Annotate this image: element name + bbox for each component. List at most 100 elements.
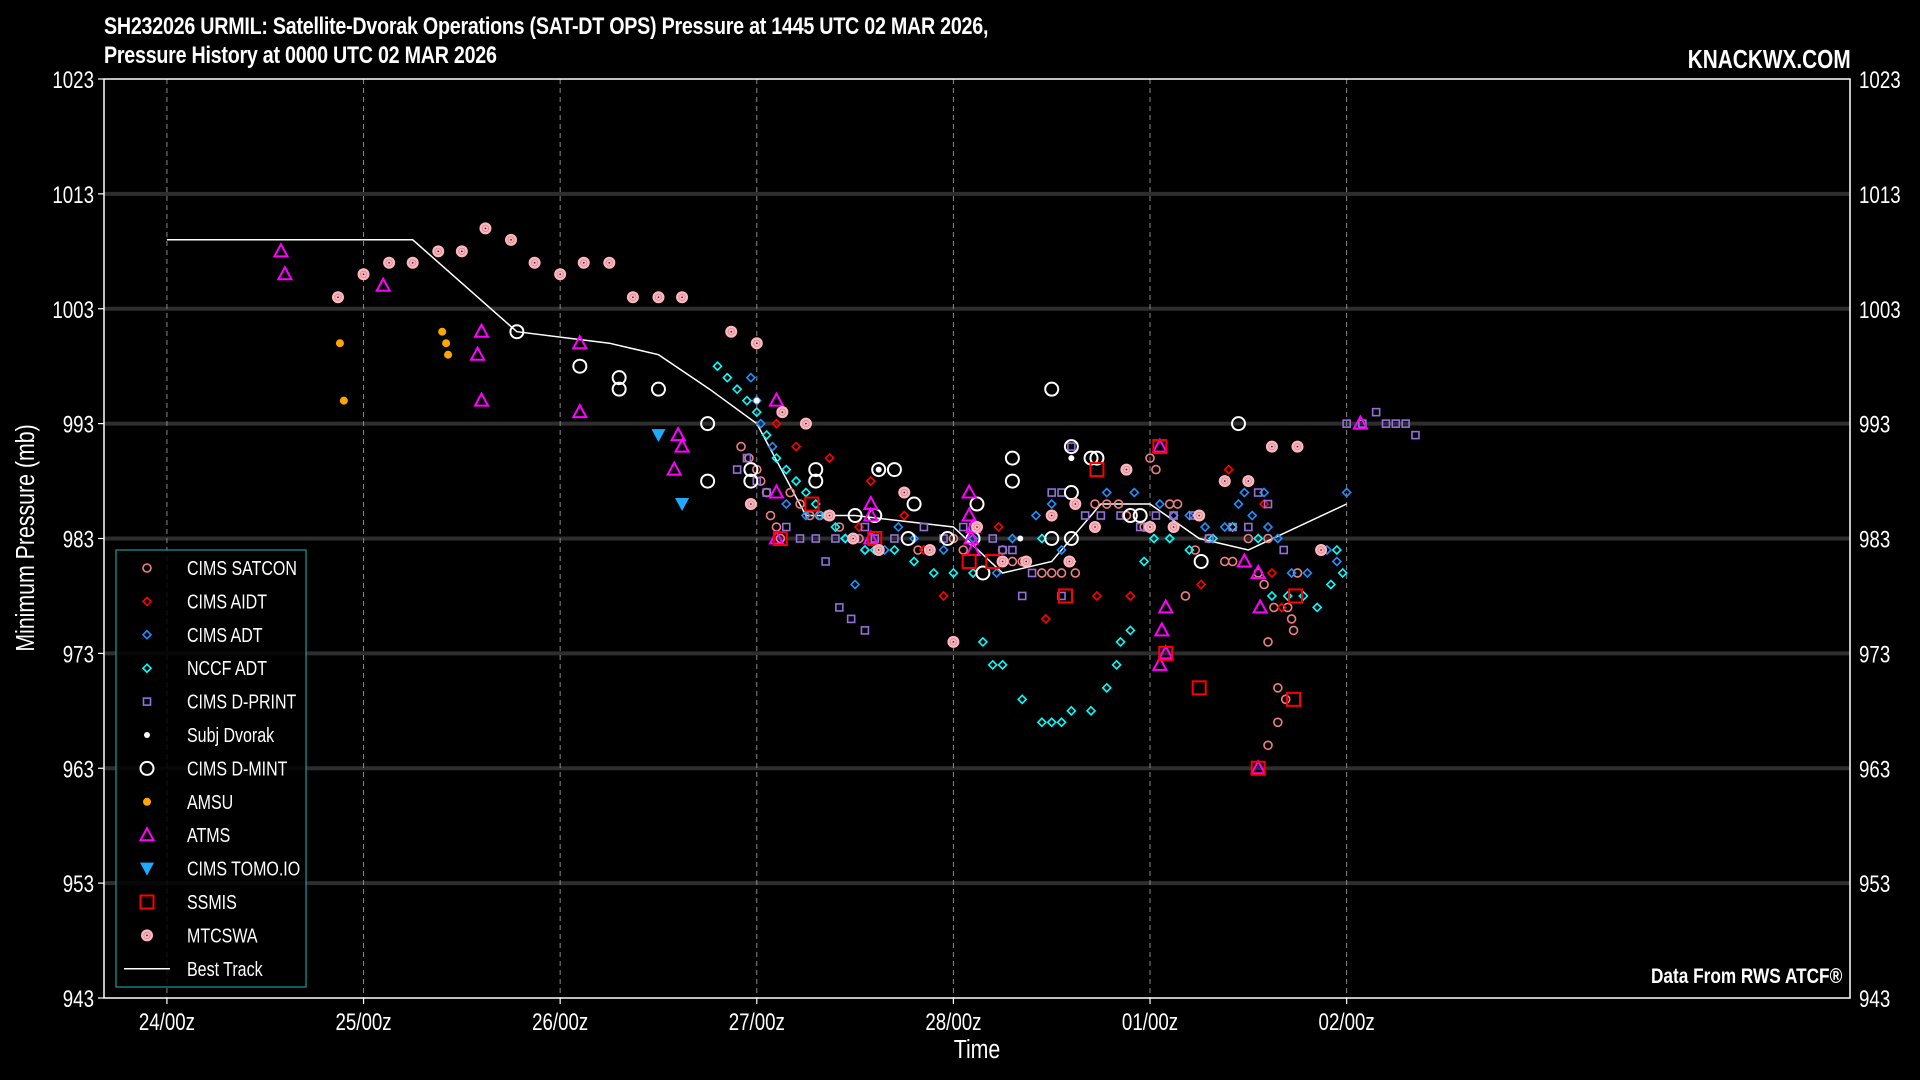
cims-tomo-io-point (675, 498, 690, 512)
marker-ring (926, 546, 934, 554)
legend-swatch-cims-d-print (142, 697, 152, 706)
nccf-adt-point (790, 475, 802, 487)
atms-point (862, 506, 880, 522)
cims-satcon-point (1007, 556, 1018, 567)
cims-d-mint-point (969, 496, 985, 512)
atms-point (1151, 437, 1169, 453)
cims-d-print-point (732, 465, 742, 474)
mtcswa-point (626, 291, 639, 304)
cims-satcon-point (834, 522, 845, 532)
marker-ring (747, 500, 755, 508)
cims-satcon-point (1263, 740, 1273, 751)
marker-center (484, 227, 487, 230)
marker-center (755, 342, 758, 345)
marker-center (388, 261, 391, 264)
amsu-point (339, 396, 348, 405)
legend-label: Subj Dvorak (187, 724, 275, 746)
cims-d-mint-point (808, 462, 824, 478)
x-tick-label: 24/00z (139, 1009, 195, 1036)
mtcswa-point (776, 406, 789, 419)
legend-swatch-mtcswa (141, 929, 153, 942)
cims-d-print-point (1204, 534, 1214, 543)
cims-satcon-point (1227, 556, 1238, 567)
ssmis-point (1250, 760, 1266, 776)
marker-ring (1122, 465, 1131, 474)
marker-ring (1317, 546, 1325, 554)
cims-d-print-point (988, 534, 998, 543)
marker-center (1223, 480, 1226, 482)
nccf-adt-point (771, 452, 782, 464)
cims-aidt-point (993, 521, 1004, 533)
atms-point (669, 426, 687, 442)
cims-d-print-point (1371, 407, 1381, 417)
mtcswa-point (1242, 475, 1255, 488)
nccf-adt-point (1331, 544, 1342, 556)
atms-point (1249, 759, 1267, 775)
mtcswa-point (898, 486, 911, 499)
cims-d-print-point (742, 453, 752, 463)
cims-d-print-point (1391, 419, 1401, 428)
nccf-adt-point (908, 556, 920, 567)
legend-label: CIMS D-MINT (187, 758, 287, 780)
marker-ring (1146, 523, 1154, 531)
mtcswa-point (603, 256, 616, 269)
marker-ring (629, 293, 637, 301)
cims-satcon-point (913, 545, 923, 555)
subj-dvorak-point (1017, 535, 1024, 542)
cims-adt-point (1272, 533, 1283, 544)
atms-point (962, 529, 980, 545)
cims-d-print-point (890, 534, 899, 543)
marker-ring (507, 236, 515, 244)
y-tick-label-right: 993 (1859, 411, 1890, 438)
nccf-adt-point (1266, 590, 1278, 602)
atms-point (1236, 552, 1253, 568)
ssmis-point (961, 553, 977, 569)
atms-point (473, 391, 490, 407)
mtcswa-point (331, 291, 344, 304)
cims-d-print-point (831, 534, 840, 543)
ssmis-point (1089, 462, 1105, 478)
legend-label: SSMIS (187, 891, 237, 913)
mtcswa-point (1069, 498, 1082, 511)
legend-swatch-cims-aidt (141, 596, 153, 607)
marker-center (460, 250, 463, 253)
mtcswa-point (432, 245, 445, 258)
brand-logo-text: KNACKWX.COM (1688, 44, 1851, 74)
cims-aidt-point (1091, 590, 1103, 602)
marker-ring (334, 293, 342, 301)
cims-d-mint-point (1089, 450, 1105, 466)
cims-d-print-point (1169, 511, 1178, 520)
cims-adt-point (781, 498, 792, 510)
atms-point (768, 483, 785, 499)
legend-label: ATMS (187, 825, 230, 847)
cims-d-print-point (1411, 430, 1420, 440)
cims-adt-point (1331, 556, 1342, 567)
legend-label: CIMS AIDT (187, 591, 267, 613)
cims-aidt-point (771, 418, 782, 429)
series-ssmis (772, 439, 1304, 776)
marker-ring (825, 511, 834, 520)
cims-adt-point (1154, 498, 1165, 510)
cims-adt-point (859, 544, 871, 556)
marker-center (582, 261, 585, 264)
nccf-adt-point (830, 521, 841, 533)
cims-d-mint-point (1193, 553, 1209, 569)
atms-point (673, 437, 691, 453)
marker-center (1068, 560, 1071, 563)
cims-satcon-point (1164, 499, 1175, 509)
atms-point (1153, 621, 1171, 637)
marker-ring (678, 293, 686, 301)
series-cims-tomo-io (651, 429, 690, 512)
x-axis-label: Time (954, 1035, 1001, 1065)
marker-center (749, 503, 752, 505)
cims-d-print-point (1381, 419, 1391, 428)
mtcswa-point (357, 268, 370, 281)
y-tick-label-right: 983 (1859, 526, 1890, 553)
atms-point (960, 483, 978, 499)
cims-d-print-point (1047, 488, 1057, 497)
mtcswa-point (971, 521, 983, 534)
atms-point (276, 265, 294, 281)
cims-aidt-point (1040, 613, 1051, 625)
mtcswa-point (847, 532, 860, 545)
